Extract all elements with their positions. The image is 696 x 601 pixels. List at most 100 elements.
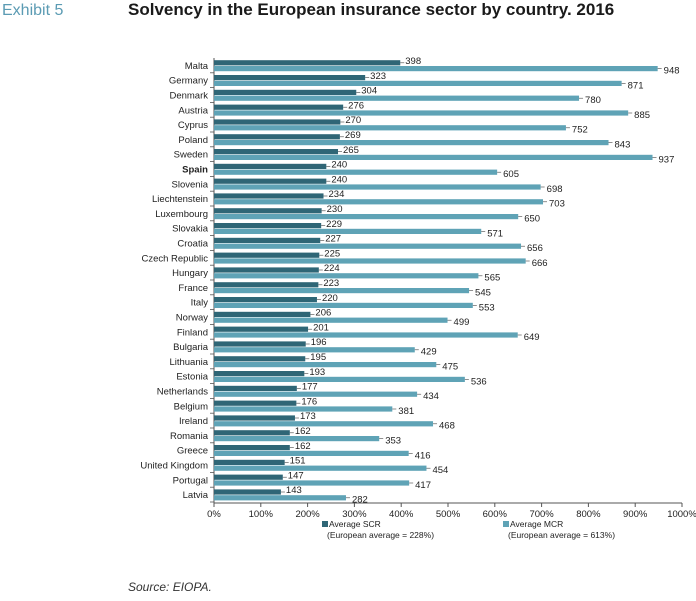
- bar-mcr: [214, 80, 622, 86]
- category-label: Finland: [177, 327, 208, 338]
- data-label-mcr: 666: [532, 258, 548, 269]
- bar-mcr: [214, 495, 346, 501]
- x-tick-label: 700%: [529, 509, 554, 520]
- data-label-scr: 270: [345, 115, 361, 126]
- bar-mcr: [214, 391, 418, 397]
- data-label-mcr: 871: [628, 80, 644, 91]
- category-label: Estonia: [176, 372, 208, 383]
- bar-scr: [214, 445, 290, 451]
- legend-note-scr: (European average = 228%): [327, 530, 434, 540]
- bar-scr: [214, 400, 297, 406]
- category-label: Romania: [170, 431, 209, 442]
- data-label-mcr: 536: [471, 376, 487, 387]
- data-label-mcr: 468: [439, 421, 455, 432]
- bar-mcr: [214, 436, 380, 442]
- data-label-mcr: 454: [432, 465, 448, 476]
- bar-scr: [214, 341, 306, 347]
- bar-mcr: [214, 125, 566, 131]
- category-label: Slovakia: [172, 224, 209, 235]
- bar-scr: [214, 252, 320, 258]
- data-label-mcr: 698: [547, 184, 563, 195]
- category-label: Netherlands: [157, 387, 208, 398]
- data-label-scr: 151: [290, 456, 306, 467]
- bar-mcr: [214, 199, 544, 205]
- data-label-mcr: 649: [524, 332, 540, 343]
- x-tick-label: 400%: [389, 509, 414, 520]
- data-label-mcr: 703: [549, 199, 565, 210]
- bar-mcr: [214, 228, 482, 234]
- data-label-scr: 173: [300, 411, 316, 422]
- data-label-scr: 220: [322, 293, 338, 304]
- data-label-mcr: 353: [385, 436, 401, 447]
- x-tick-label: 500%: [436, 509, 461, 520]
- data-label-scr: 230: [327, 204, 343, 215]
- x-tick-label: 100%: [249, 509, 274, 520]
- data-label-mcr: 545: [475, 288, 491, 299]
- x-tick-label: 600%: [483, 509, 508, 520]
- bar-mcr: [214, 273, 479, 279]
- category-label: United Kingdom: [140, 461, 208, 472]
- x-tick-label: 900%: [623, 509, 648, 520]
- data-label-scr: 240: [331, 174, 347, 185]
- category-label: Cyprus: [178, 120, 208, 131]
- data-label-scr: 176: [301, 396, 317, 407]
- bar-scr: [214, 223, 322, 229]
- data-label-scr: 195: [310, 352, 326, 363]
- data-label-scr: 304: [361, 86, 377, 97]
- category-label: France: [178, 283, 208, 294]
- data-label-scr: 234: [329, 189, 345, 200]
- x-tick-label: 200%: [295, 509, 320, 520]
- bar-mcr: [214, 450, 409, 456]
- bar-mcr: [214, 347, 415, 353]
- bar-scr: [214, 415, 295, 421]
- category-label: Bulgaria: [173, 342, 209, 353]
- bar-scr: [214, 119, 341, 125]
- bar-mcr: [214, 169, 498, 175]
- data-label-mcr: 282: [352, 495, 368, 506]
- data-label-scr: 193: [309, 367, 325, 378]
- data-label-scr: 147: [288, 470, 304, 481]
- bar-mcr: [214, 243, 522, 249]
- category-label: Austria: [178, 105, 208, 116]
- bar-scr: [214, 149, 339, 155]
- data-label-scr: 201: [313, 322, 329, 333]
- chart-title: Solvency in the European insurance secto…: [128, 0, 615, 19]
- category-label: Czech Republic: [141, 253, 208, 264]
- bar-mcr: [214, 376, 465, 382]
- category-label: Portugal: [173, 475, 208, 486]
- data-label-scr: 223: [323, 278, 339, 289]
- bar-mcr: [214, 154, 653, 160]
- category-label: Italy: [191, 298, 209, 309]
- x-tick-label: 0%: [207, 509, 221, 520]
- bar-mcr: [214, 66, 658, 72]
- category-label: Lithuania: [169, 357, 208, 368]
- bar-scr: [214, 385, 297, 391]
- bar-scr: [214, 474, 283, 480]
- data-label-scr: 196: [311, 337, 327, 348]
- bar-scr: [214, 356, 306, 362]
- legend-label-mcr: Average MCR: [510, 519, 563, 529]
- exhibit-label: Exhibit 5: [2, 2, 64, 19]
- data-label-scr: 225: [324, 248, 340, 259]
- data-label-scr: 323: [370, 71, 386, 82]
- data-label-mcr: 429: [421, 347, 437, 358]
- data-label-scr: 227: [325, 234, 341, 245]
- data-label-scr: 224: [324, 263, 340, 274]
- category-label: Hungary: [172, 268, 208, 279]
- data-label-mcr: 656: [527, 243, 543, 254]
- bar-scr: [214, 297, 317, 303]
- bar-mcr: [214, 302, 473, 308]
- category-label: Spain: [182, 165, 208, 176]
- bar-scr: [214, 75, 366, 81]
- bar-scr: [214, 208, 322, 214]
- category-label: Ireland: [179, 416, 208, 427]
- category-label: Denmark: [169, 91, 208, 102]
- category-label: Liechtenstein: [152, 194, 208, 205]
- bar-mcr: [214, 317, 448, 323]
- bar-scr: [214, 178, 327, 184]
- bar-scr: [214, 237, 321, 243]
- category-label: Slovenia: [172, 179, 209, 190]
- category-label: Sweden: [174, 150, 208, 161]
- bar-scr: [214, 134, 340, 140]
- category-label: Norway: [176, 313, 208, 324]
